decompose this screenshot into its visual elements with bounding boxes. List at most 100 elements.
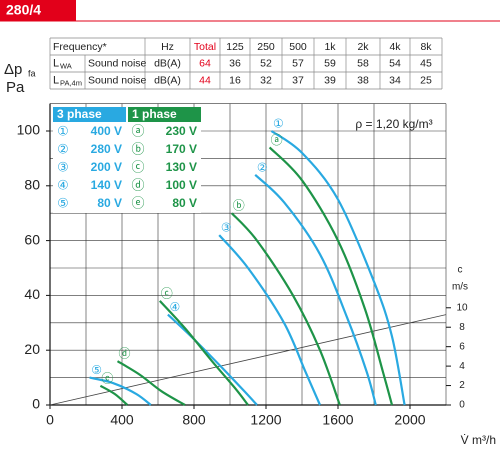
legend-symbol: ⑤ [57, 197, 69, 212]
table-header: 500 [289, 41, 307, 53]
legend-label: 400 V [91, 124, 122, 138]
table-header: 125 [226, 41, 244, 53]
row-subscript: PA,4m [60, 78, 82, 87]
legend-bg [53, 107, 201, 213]
row-value: 52 [260, 57, 272, 69]
row-value: 36 [229, 57, 241, 69]
legend-label: 80 V [97, 196, 122, 210]
legend-label: 170 V [166, 142, 197, 156]
row-value: 54 [389, 57, 401, 69]
curve-label: ⓒ [161, 286, 173, 300]
y2-unit: m/s [452, 282, 468, 293]
curve-label: ② [257, 160, 268, 174]
row-unit: dB(A) [154, 74, 181, 86]
badge: 280/4 [6, 2, 41, 18]
table-header: Total [194, 41, 216, 53]
row-unit: dB(A) [154, 57, 181, 69]
row-value: 59 [324, 57, 336, 69]
legend-symbol: ④ [57, 179, 69, 194]
y-label-sub: fa [28, 68, 36, 78]
legend-symbol: ⓒ [131, 161, 144, 176]
y2-tick-label: 4 [459, 361, 465, 372]
curve-label: ⓓ [118, 347, 130, 361]
row-symbol: L [53, 74, 59, 86]
curve-label: ⓑ [233, 199, 245, 213]
row-label: Sound noise [88, 74, 147, 86]
row-value: 32 [260, 74, 272, 86]
legend-label: 230 V [166, 124, 197, 138]
fan-curve [230, 212, 341, 406]
legend-symbol: ⓑ [131, 143, 144, 158]
y2-label: c [458, 265, 463, 276]
x-tick-label: 2000 [394, 412, 425, 428]
table-header: 250 [257, 41, 275, 53]
x-tick-label: 0 [46, 412, 54, 428]
table-header: 2k [357, 41, 369, 53]
curve-label: ⓔ [101, 371, 113, 385]
legend-label: 80 V [172, 196, 197, 210]
table-header: Hz [161, 41, 174, 53]
legend-label: 280 V [91, 142, 122, 156]
table-header: 8k [420, 41, 432, 53]
y2-tick-label: 2 [459, 380, 465, 391]
row-value: 57 [292, 57, 304, 69]
fan-curve [268, 146, 394, 406]
table-header: Frequency* [53, 41, 107, 53]
row-value: 58 [357, 57, 369, 69]
curve-label: ⑤ [91, 363, 102, 377]
legend-label: 100 V [166, 178, 197, 192]
y-tick-label: 40 [24, 286, 40, 302]
row-value: 25 [420, 74, 432, 86]
row-value: 16 [229, 74, 241, 86]
legend-header: 3 phase [57, 107, 102, 121]
curve-label: ④ [170, 300, 181, 314]
legend-header-bg [53, 107, 126, 122]
row-symbol: L [53, 57, 59, 69]
curve-label: ③ [221, 221, 232, 235]
annotation: ρ = 1,20 kg/m³ [355, 117, 432, 131]
x-tick-label: 1200 [250, 412, 281, 428]
curve-label: ① [273, 117, 284, 131]
y2-tick-label: 6 [459, 341, 465, 352]
fan-curve [167, 313, 258, 406]
row-value: 34 [389, 74, 401, 86]
row-value: 45 [420, 57, 432, 69]
curve-label: ⓐ [271, 133, 283, 147]
legend-symbol: ⓔ [131, 197, 144, 212]
y-tick-label: 60 [24, 231, 40, 247]
fan-curve [116, 360, 186, 406]
legend-symbol: ③ [57, 161, 69, 176]
legend-symbol: ⓓ [131, 179, 144, 194]
fan-curve [99, 384, 129, 406]
table-header: 1k [324, 41, 336, 53]
badge-bg [0, 0, 76, 21]
row-label: Sound noise [88, 57, 147, 69]
y2-tick-label: 8 [459, 322, 465, 333]
x-tick-label: 800 [182, 412, 206, 428]
fan-curve [254, 174, 377, 406]
fan-curve [158, 300, 249, 406]
fan-curve [218, 234, 322, 406]
y2-tick-label: 10 [456, 302, 468, 313]
y-tick-label: 20 [24, 341, 40, 357]
fan-curve [270, 130, 406, 406]
legend-symbol: ① [57, 125, 69, 140]
x-tick-label: 1600 [322, 412, 353, 428]
y-tick-label: 100 [17, 122, 41, 138]
row-total: 44 [199, 74, 211, 86]
y-tick-label: 80 [24, 177, 40, 193]
x-label: V̇ m³/h [461, 433, 496, 447]
legend-header-bg [128, 107, 201, 122]
row-value: 39 [324, 74, 336, 86]
row-value: 37 [292, 74, 304, 86]
legend-label: 140 V [91, 178, 122, 192]
legend-symbol: ⓐ [131, 125, 144, 140]
legend-label: 200 V [91, 160, 122, 174]
legend-symbol: ② [57, 143, 69, 158]
fan-curve [89, 376, 152, 406]
row-value: 38 [357, 74, 369, 86]
y-label: Δp [4, 61, 22, 78]
row-subscript: WA [60, 61, 72, 70]
